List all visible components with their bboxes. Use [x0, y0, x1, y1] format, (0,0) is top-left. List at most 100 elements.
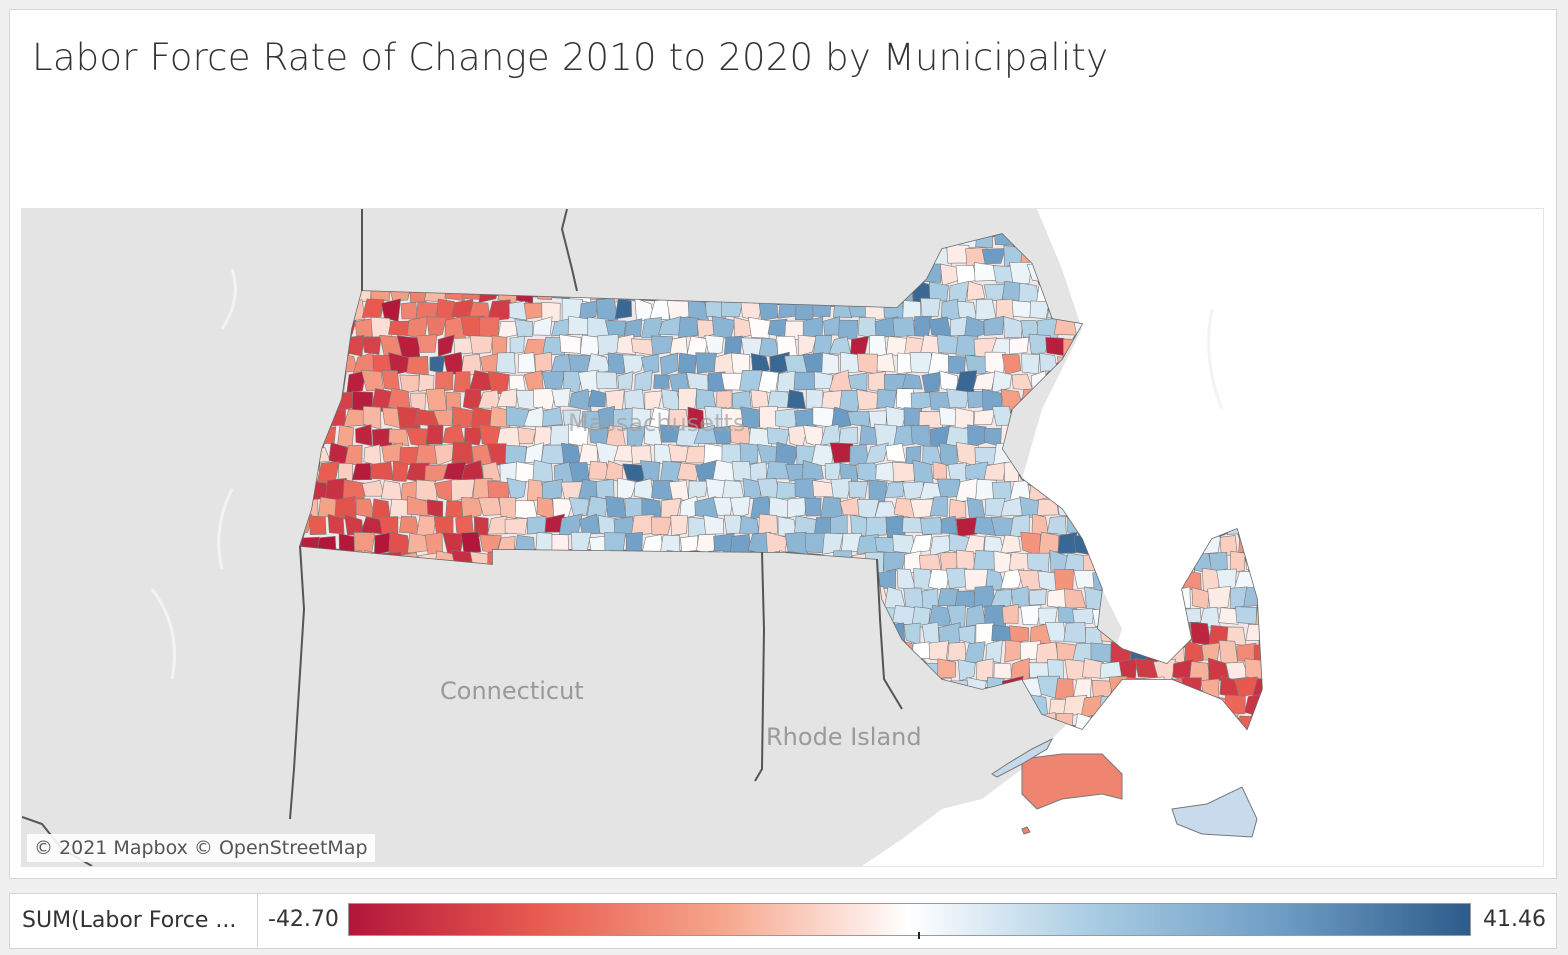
- municipality-shape[interactable]: [703, 514, 724, 535]
- municipality-shape[interactable]: [1207, 585, 1232, 610]
- municipality-shape[interactable]: [670, 515, 688, 536]
- choropleth-map[interactable]: Massachusetts Connecticut Rhode Island ©…: [21, 208, 1544, 867]
- map-attribution[interactable]: © 2021 Mapbox © OpenStreetMap: [27, 834, 375, 862]
- municipality-shape[interactable]: [724, 335, 743, 356]
- municipality-shape[interactable]: [750, 353, 771, 374]
- municipality-shape[interactable]: [653, 374, 670, 389]
- municipality-shape[interactable]: [308, 515, 327, 535]
- municipality-shape[interactable]: [983, 462, 1006, 481]
- municipality-shape[interactable]: [715, 390, 733, 412]
- municipality-shape[interactable]: [496, 352, 516, 374]
- map-canvas[interactable]: Massachusetts Connecticut Rhode Island: [22, 209, 1543, 866]
- municipality-shape[interactable]: [946, 388, 970, 409]
- municipality-shape[interactable]: [461, 496, 484, 521]
- municipality-shape[interactable]: [532, 316, 553, 336]
- municipality-shape[interactable]: [479, 316, 500, 340]
- municipality-shape[interactable]: [437, 334, 455, 357]
- municipality-shape[interactable]: [955, 517, 978, 537]
- municipality-shape[interactable]: [445, 500, 464, 519]
- municipality-shape[interactable]: [786, 389, 806, 410]
- municipality-shape[interactable]: [985, 639, 1003, 664]
- municipality-shape[interactable]: [838, 319, 859, 341]
- municipality-shape[interactable]: [497, 320, 518, 340]
- municipality-shape[interactable]: [750, 389, 770, 410]
- municipality-shape[interactable]: [424, 464, 449, 483]
- municipality-shape[interactable]: [937, 658, 957, 679]
- municipality-shape[interactable]: [868, 335, 887, 357]
- municipality-shape[interactable]: [1028, 333, 1052, 354]
- municipality-shape[interactable]: [605, 495, 627, 519]
- municipality-shape[interactable]: [1057, 532, 1078, 554]
- municipality-shape[interactable]: [928, 640, 949, 662]
- municipality-shape[interactable]: [1011, 300, 1034, 318]
- municipality-shape[interactable]: [361, 298, 385, 318]
- municipality-shape[interactable]: [381, 442, 404, 462]
- municipality-shape[interactable]: [967, 391, 985, 409]
- municipality-shape[interactable]: [909, 498, 934, 519]
- municipality-shape[interactable]: [1235, 606, 1257, 625]
- municipality-shape[interactable]: [487, 480, 511, 499]
- municipality-shape[interactable]: [892, 317, 916, 338]
- municipality-shape[interactable]: [508, 300, 528, 321]
- municipality-shape[interactable]: [342, 479, 366, 501]
- municipality-shape[interactable]: [659, 352, 679, 377]
- municipality-shape[interactable]: [981, 248, 1006, 264]
- municipality-shape[interactable]: [416, 515, 437, 536]
- municipality-shape[interactable]: [434, 444, 457, 466]
- municipality-shape[interactable]: [415, 479, 438, 502]
- municipality-shape[interactable]: [824, 462, 842, 482]
- municipality-shape[interactable]: [517, 426, 537, 445]
- municipality-shape[interactable]: [1001, 353, 1022, 375]
- municipality-shape[interactable]: [1230, 550, 1246, 574]
- municipality-shape[interactable]: [955, 264, 978, 285]
- nantucket[interactable]: [1171, 786, 1258, 838]
- municipality-shape[interactable]: [921, 621, 940, 644]
- municipality-shape[interactable]: [973, 262, 997, 282]
- municipality-shape[interactable]: [1063, 588, 1087, 609]
- municipality-shape[interactable]: [839, 389, 860, 413]
- municipality-shape[interactable]: [902, 517, 924, 533]
- municipality-shape[interactable]: [948, 498, 967, 520]
- municipality-shape[interactable]: [797, 334, 817, 357]
- municipality-shape[interactable]: [460, 531, 482, 553]
- municipality-shape[interactable]: [1000, 568, 1025, 589]
- municipality-shape[interactable]: [829, 442, 854, 464]
- municipality-shape[interactable]: [784, 531, 809, 555]
- municipality-shape[interactable]: [865, 516, 888, 537]
- municipality-shape[interactable]: [650, 516, 673, 535]
- municipality-shape[interactable]: [868, 479, 888, 503]
- municipality-shape[interactable]: [370, 316, 392, 338]
- municipality-shape[interactable]: [864, 442, 889, 466]
- municipality-shape[interactable]: [433, 516, 454, 535]
- municipality-shape[interactable]: [579, 300, 599, 322]
- municipality-shape[interactable]: [616, 334, 636, 355]
- municipality-shape[interactable]: [406, 495, 431, 517]
- municipality-shape[interactable]: [1038, 531, 1059, 556]
- municipality-shape[interactable]: [542, 407, 564, 427]
- municipality-shape[interactable]: [361, 336, 382, 356]
- municipality-shape[interactable]: [1001, 603, 1019, 624]
- municipality-shape[interactable]: [517, 352, 536, 373]
- municipality-shape[interactable]: [541, 478, 564, 501]
- municipality-shape[interactable]: [1029, 300, 1050, 320]
- municipality-shape[interactable]: [688, 480, 709, 500]
- municipality-shape[interactable]: [1190, 621, 1212, 646]
- municipality-shape[interactable]: [758, 513, 779, 538]
- municipality-shape[interactable]: [704, 334, 724, 356]
- municipality-shape[interactable]: [1000, 534, 1021, 555]
- municipality-shape[interactable]: [729, 496, 751, 519]
- municipality-shape[interactable]: [540, 444, 564, 464]
- municipality-shape[interactable]: [712, 425, 735, 445]
- municipality-shape[interactable]: [927, 568, 950, 592]
- municipality-shape[interactable]: [1046, 515, 1067, 536]
- municipality-shape[interactable]: [804, 497, 822, 517]
- municipality-shape[interactable]: [940, 515, 958, 535]
- municipality-shape[interactable]: [504, 445, 527, 464]
- municipality-shape[interactable]: [893, 424, 915, 448]
- municipality-shape[interactable]: [1072, 607, 1095, 625]
- municipality-shape[interactable]: [1028, 662, 1051, 678]
- municipality-shape[interactable]: [504, 518, 528, 535]
- municipality-shape[interactable]: [814, 371, 833, 389]
- municipality-shape[interactable]: [920, 297, 941, 319]
- municipality-shape[interactable]: [830, 478, 852, 499]
